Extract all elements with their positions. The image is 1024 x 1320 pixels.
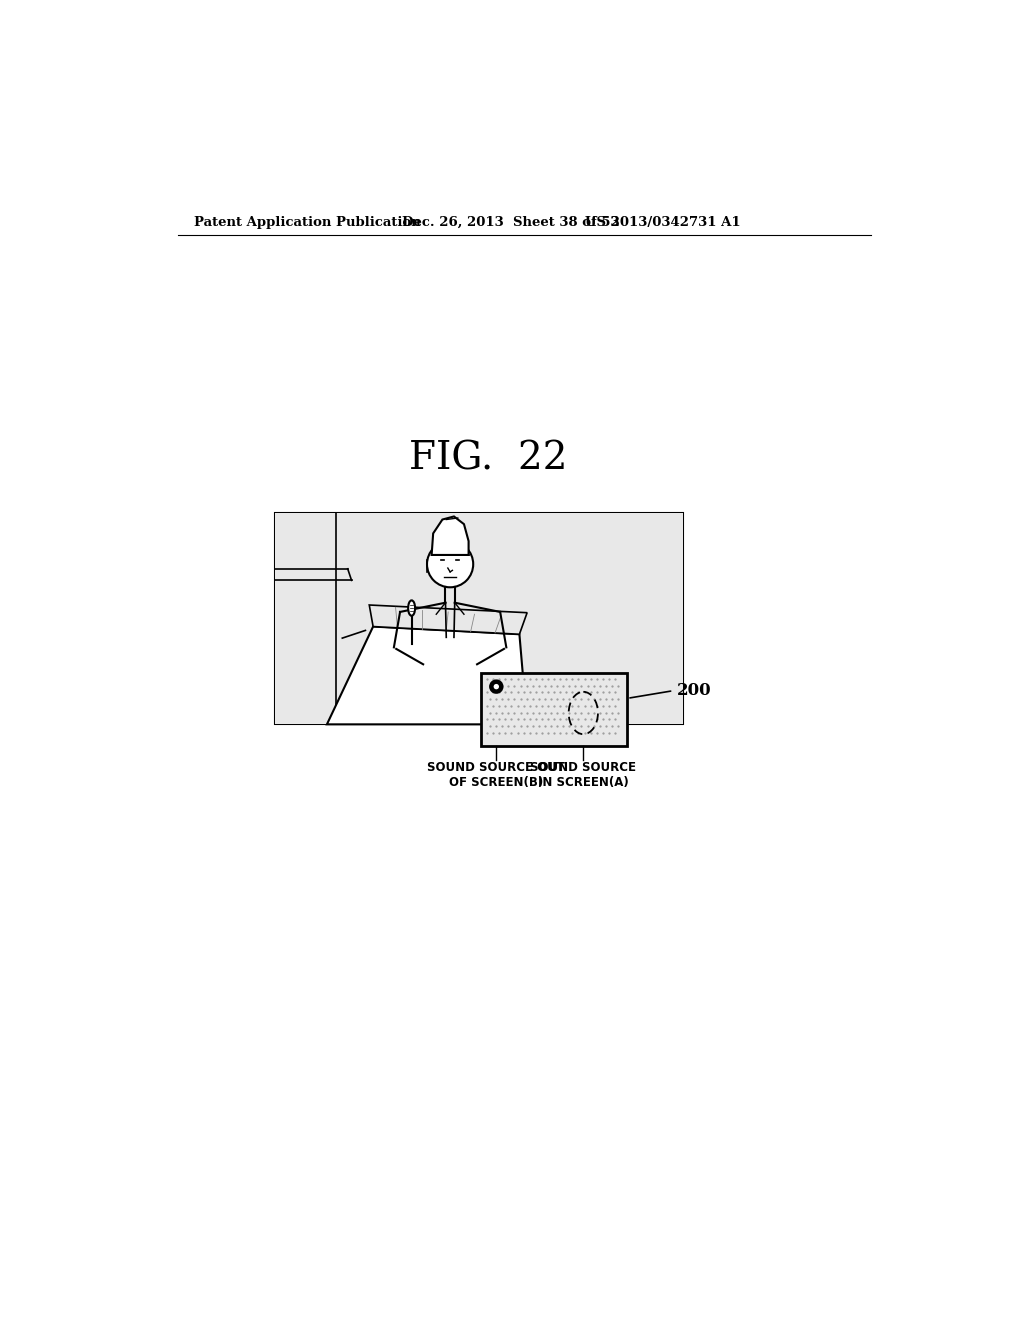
Polygon shape bbox=[370, 605, 527, 635]
Text: FIG.  22: FIG. 22 bbox=[410, 440, 567, 478]
Bar bbox=[481, 673, 628, 746]
Bar bbox=[274, 512, 336, 725]
Text: US 2013/0342731 A1: US 2013/0342731 A1 bbox=[585, 215, 740, 228]
Text: 200: 200 bbox=[677, 682, 712, 700]
Text: Dec. 26, 2013  Sheet 38 of 53: Dec. 26, 2013 Sheet 38 of 53 bbox=[401, 215, 620, 228]
Text: Patent Application Publication: Patent Application Publication bbox=[194, 215, 421, 228]
Circle shape bbox=[494, 684, 499, 689]
Text: SOUND SOURCE
IN SCREEN(A): SOUND SOURCE IN SCREEN(A) bbox=[530, 762, 636, 789]
Ellipse shape bbox=[409, 601, 415, 615]
Bar bbox=[336, 512, 683, 725]
Polygon shape bbox=[327, 627, 527, 725]
Polygon shape bbox=[432, 516, 469, 554]
Bar bbox=[274, 512, 683, 725]
Circle shape bbox=[490, 681, 503, 693]
Circle shape bbox=[427, 541, 473, 587]
Text: SOUND SOURCE OUT
OF SCREEN(B): SOUND SOURCE OUT OF SCREEN(B) bbox=[427, 762, 565, 789]
